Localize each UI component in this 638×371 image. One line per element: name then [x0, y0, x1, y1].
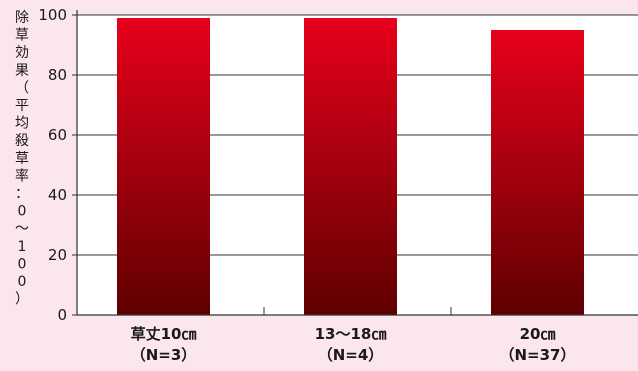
y-axis-label-char: 均	[15, 116, 29, 132]
y-tick-label: 60	[48, 126, 67, 144]
y-tick-label: 0	[57, 306, 67, 324]
x-category-sublabel: （N=4）	[318, 346, 384, 364]
y-axis-label-char: 0	[18, 274, 27, 290]
bar	[304, 18, 397, 315]
y-axis-label-char: 1	[18, 239, 27, 255]
y-tick-label: 20	[48, 246, 67, 264]
axes	[72, 10, 638, 316]
y-axis-label-char: 0	[18, 204, 27, 220]
y-axis-label-char: 効	[15, 45, 29, 61]
x-category-label: 草丈10㎝	[131, 325, 197, 343]
y-axis-label-char: 率	[15, 167, 29, 184]
y-axis-label-char: （	[15, 80, 29, 96]
y-axis-label-char: 草	[15, 28, 29, 44]
x-category-label: 20㎝	[520, 325, 556, 343]
y-tick-label: 40	[48, 186, 67, 204]
y-tick-labels: 0 20 40 60 80 100	[38, 6, 67, 324]
y-axis-label-char: 殺	[15, 133, 29, 149]
bar	[117, 18, 210, 315]
y-axis-label-char: 平	[15, 98, 29, 114]
x-category-label: 13〜18㎝	[315, 325, 387, 343]
y-axis-label-char: 0	[18, 256, 27, 272]
y-axis-label-char: 草	[15, 151, 29, 167]
x-category-sublabel: （N=37）	[500, 346, 576, 364]
y-axis-label-char: 〜	[15, 221, 29, 237]
bars	[117, 18, 584, 315]
y-axis-label-char: ）	[15, 292, 29, 308]
bar	[491, 30, 584, 315]
x-category-sublabel: （N=3）	[131, 346, 197, 364]
y-axis-label-char: 除	[15, 10, 29, 26]
y-tick-label: 100	[38, 6, 67, 24]
y-axis-label-char: 果	[15, 63, 29, 79]
y-axis-label-char: ：	[15, 186, 29, 202]
x-category-labels: 草丈10㎝ （N=3） 13〜18㎝ （N=4） 20㎝ （N=37）	[131, 325, 576, 364]
y-tick-label: 80	[48, 66, 67, 84]
